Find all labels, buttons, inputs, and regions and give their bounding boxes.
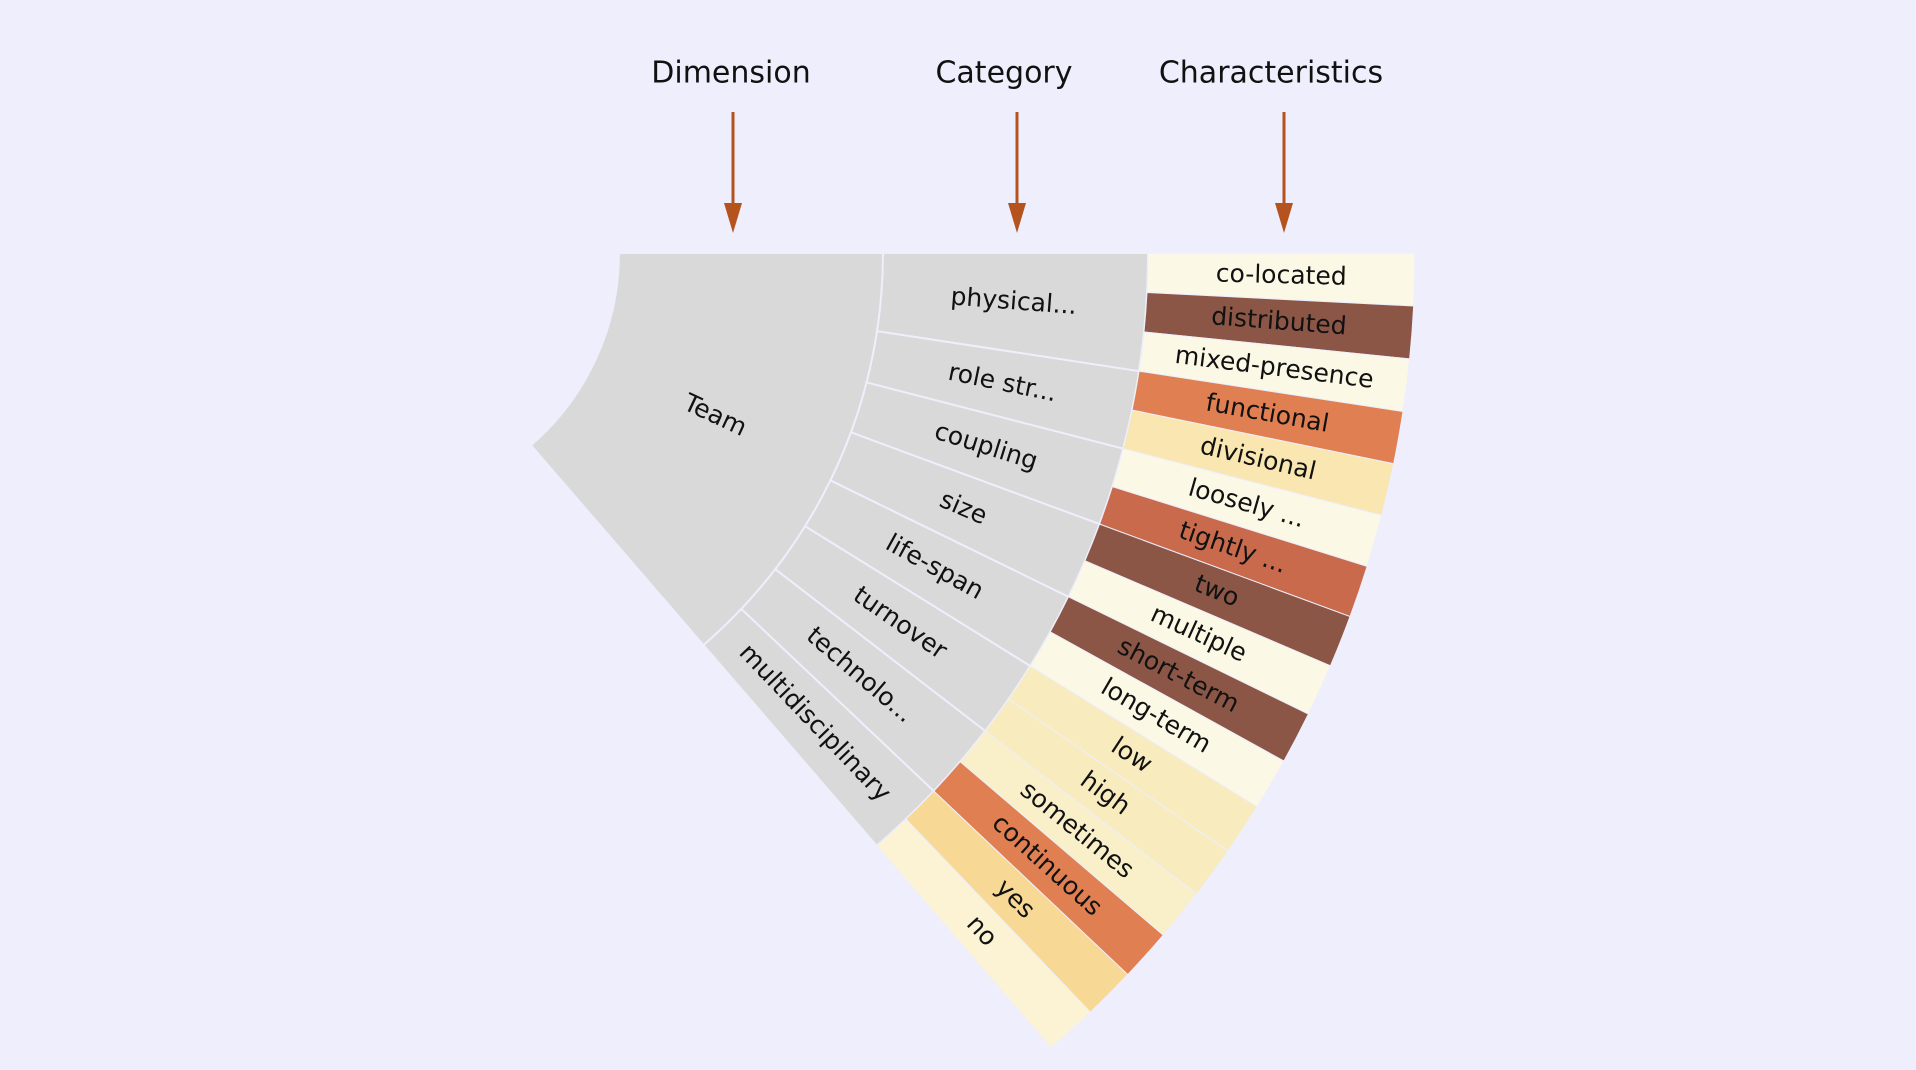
header-characteristics: Characteristics <box>1159 56 1383 91</box>
sunburst: Teamphysical...co-locateddistributedmixe… <box>529 252 1416 1049</box>
characteristic-label: co-located <box>1215 258 1347 290</box>
characteristic-segment <box>875 818 1092 1049</box>
header-category: Category <box>935 56 1072 91</box>
header-dimension: Dimension <box>651 56 810 91</box>
